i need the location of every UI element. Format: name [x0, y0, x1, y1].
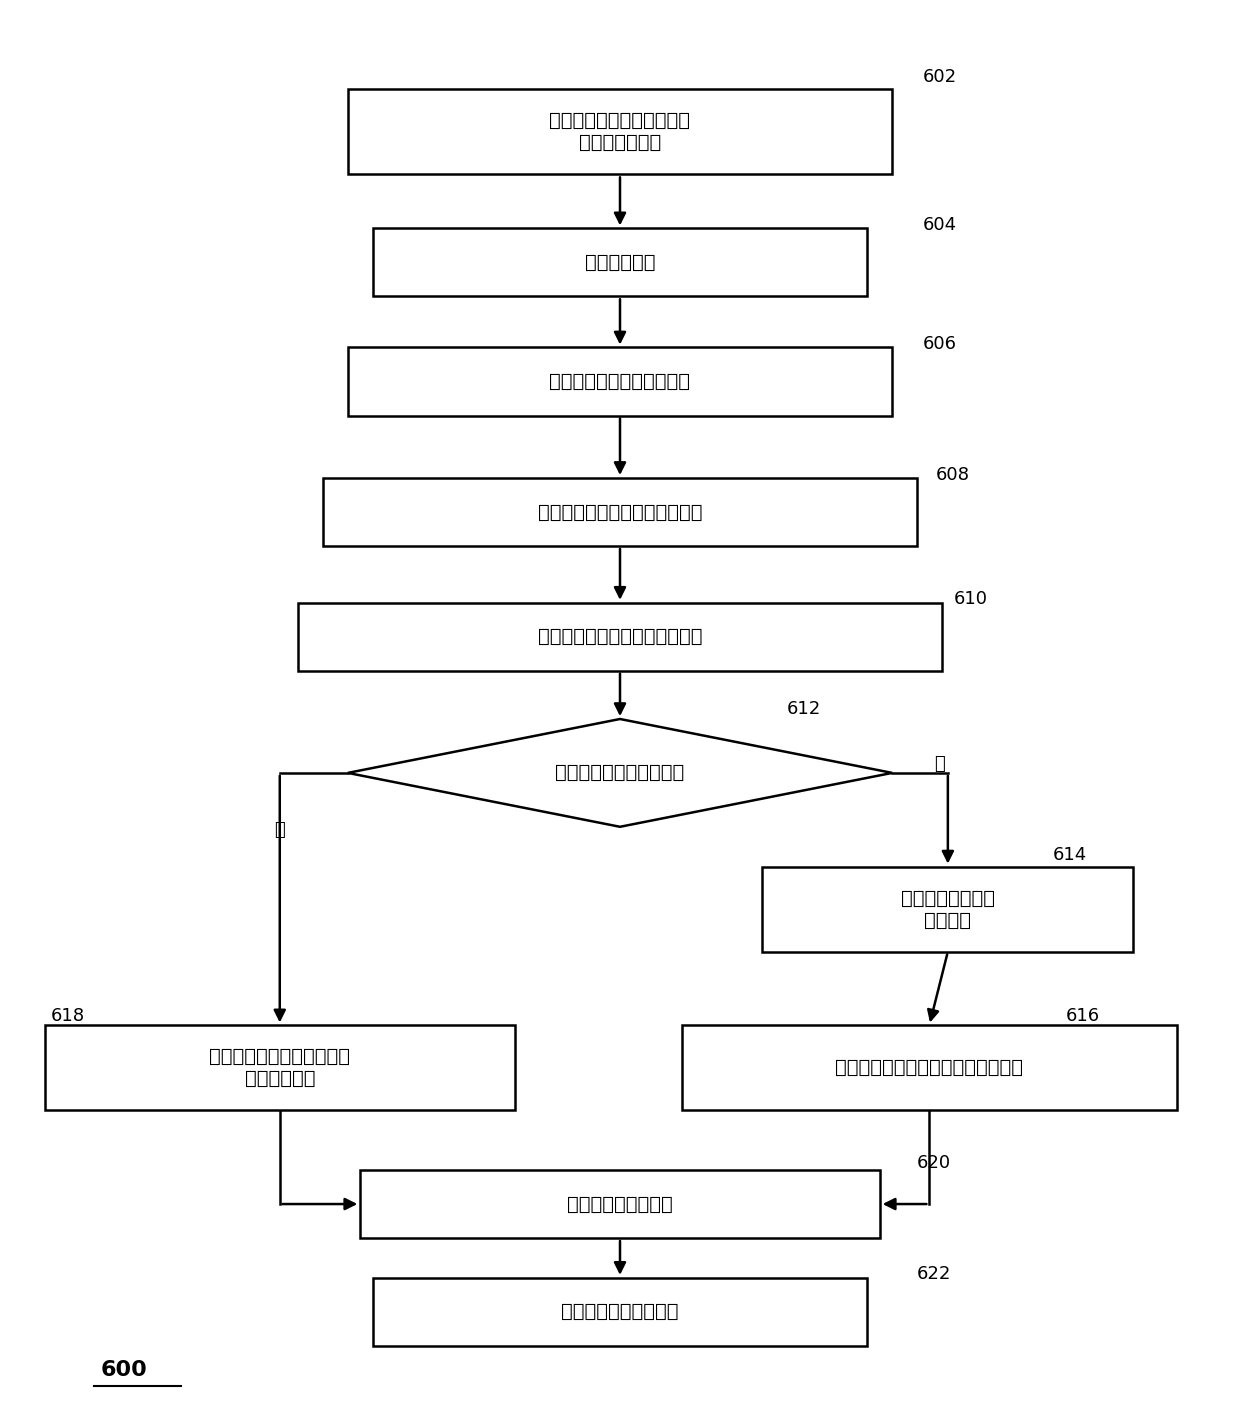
FancyBboxPatch shape: [299, 603, 941, 671]
Text: 加载该图表类型的可用策略: 加载该图表类型的可用策略: [549, 372, 691, 391]
Text: 612: 612: [787, 701, 821, 719]
Text: 是否接收最优匹配策略？: 是否接收最优匹配策略？: [556, 763, 684, 783]
Text: 622: 622: [916, 1266, 951, 1283]
Text: 614: 614: [1053, 845, 1087, 864]
Text: 是: 是: [274, 821, 285, 838]
FancyBboxPatch shape: [347, 348, 893, 415]
FancyBboxPatch shape: [347, 90, 893, 175]
Text: 否: 否: [934, 755, 945, 773]
FancyBboxPatch shape: [763, 867, 1133, 952]
Text: 确定图表类型: 确定图表类型: [585, 253, 655, 271]
Text: 602: 602: [923, 68, 957, 87]
Text: 使用所选策略提取数据并生成元数据: 使用所选策略提取数据并生成元数据: [836, 1059, 1023, 1077]
Text: 使用最优匹配策略提取数据
并生成元数据: 使用最优匹配策略提取数据 并生成元数据: [210, 1047, 350, 1088]
Text: 616: 616: [1065, 1006, 1100, 1025]
Text: 用户选择画面上的可视解析
（例如，线图）: 用户选择画面上的可视解析 （例如，线图）: [549, 111, 691, 152]
Text: 600: 600: [100, 1360, 148, 1380]
Text: 604: 604: [923, 216, 957, 234]
Text: 608: 608: [935, 466, 970, 483]
Text: 606: 606: [923, 335, 957, 352]
Polygon shape: [347, 719, 893, 827]
FancyBboxPatch shape: [372, 229, 868, 297]
Text: 620: 620: [916, 1154, 951, 1172]
Text: 分析数据集并建议最优匹配策略: 分析数据集并建议最优匹配策略: [538, 627, 702, 647]
FancyBboxPatch shape: [682, 1026, 1177, 1110]
Text: 图表引擎可视化元数据: 图表引擎可视化元数据: [562, 1302, 678, 1322]
Text: 用户选择来自数据提供者的数据: 用户选择来自数据提供者的数据: [538, 503, 702, 522]
Text: 传递数据到图表引擎: 传递数据到图表引擎: [567, 1195, 673, 1214]
Text: 610: 610: [954, 590, 988, 608]
Text: 618: 618: [51, 1006, 86, 1025]
FancyBboxPatch shape: [360, 1169, 880, 1238]
FancyBboxPatch shape: [45, 1026, 515, 1110]
Text: 用户从列表中选择
提取策略: 用户从列表中选择 提取策略: [901, 888, 994, 929]
FancyBboxPatch shape: [324, 477, 916, 546]
FancyBboxPatch shape: [372, 1277, 868, 1346]
